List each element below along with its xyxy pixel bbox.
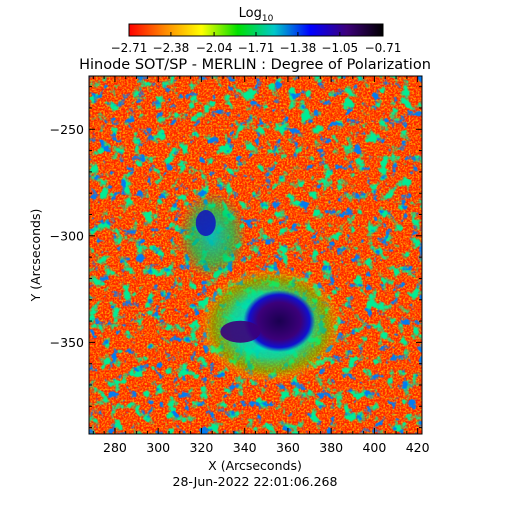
x-tick-label: 380 (319, 440, 343, 455)
colorbar-tick-label: −1.71 (238, 41, 275, 55)
chart-title: Hinode SOT/SP - MERLIN : Degree of Polar… (79, 57, 431, 73)
colorbar-tick-label: −0.71 (365, 41, 402, 55)
colorbar-label: Log10 (239, 6, 274, 24)
colorbar-tick-label: −1.05 (321, 41, 358, 55)
x-tick-label: 320 (190, 440, 214, 455)
colorbar-tick-label: −1.38 (280, 41, 317, 55)
x-tick-label: 400 (362, 440, 386, 455)
axis-ticks: 280 300 320 340 360 380 400 420 −250 −300 −350 (50, 76, 430, 455)
y-tick-label: −250 (50, 122, 84, 137)
colorbar-tick-label: −2.71 (111, 41, 148, 55)
colorbar-tick-label: −2.04 (196, 41, 233, 55)
x-tick-label: 280 (103, 440, 127, 455)
x-tick-label: 340 (233, 440, 257, 455)
x-axis-label: X (Arcseconds) (208, 458, 302, 473)
x-tick-label: 420 (406, 440, 430, 455)
plage-region (178, 191, 247, 280)
colorbar-tick-label: −2.38 (153, 41, 190, 55)
umbra (243, 290, 316, 353)
y-tick-label: −350 (50, 335, 84, 350)
timestamp: 28-Jun-2022 22:01:06.268 (173, 474, 338, 489)
plage-core (195, 210, 216, 237)
dark-patch (220, 320, 261, 343)
x-tick-label: 360 (276, 440, 300, 455)
y-tick-label: −300 (50, 228, 84, 243)
polarization-map (89, 76, 422, 434)
y-axis-label: Y (Arcseconds) (28, 209, 43, 303)
colorbar-ticks: −2.71 −2.38 −2.04 −1.71 −1.38 −1.05 −0.71 (111, 32, 402, 55)
x-tick-label: 300 (146, 440, 170, 455)
